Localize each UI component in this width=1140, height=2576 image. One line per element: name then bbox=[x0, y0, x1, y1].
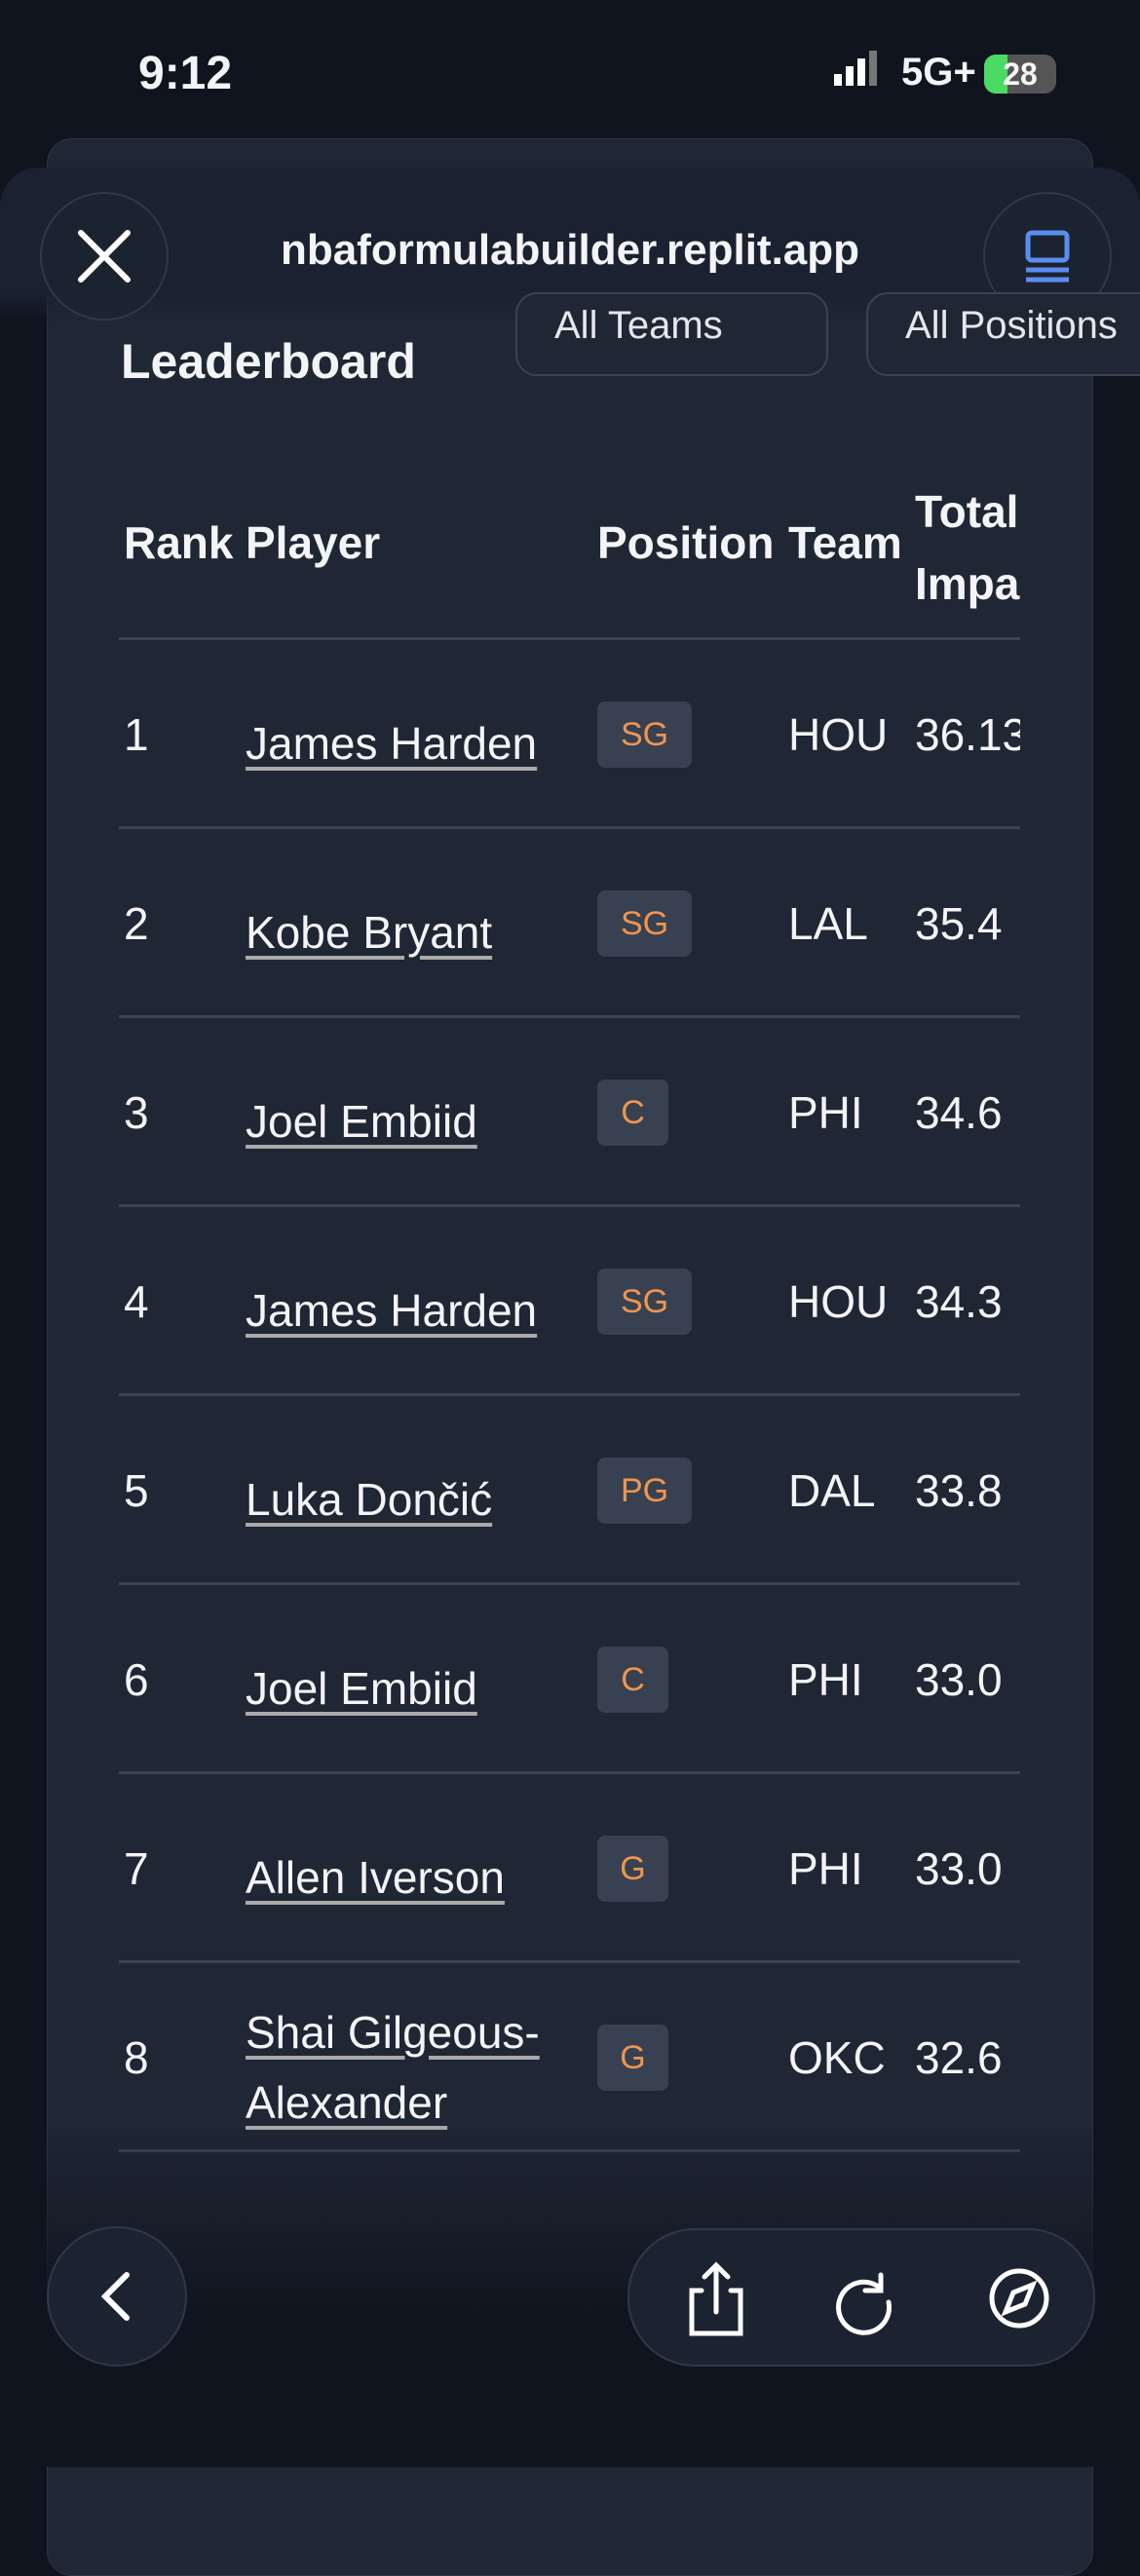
compass[interactable] bbox=[989, 2268, 1049, 2329]
row-divider bbox=[119, 1771, 1020, 1774]
rank: 8 bbox=[124, 2032, 149, 2083]
position-badge: SG bbox=[597, 701, 692, 768]
rank: 5 bbox=[124, 1465, 149, 1516]
column-header: Player bbox=[246, 517, 381, 568]
url[interactable]: nbaformulabuilder.replit.app bbox=[280, 226, 860, 274]
position-badge: G bbox=[597, 2025, 668, 2091]
team: OKC bbox=[788, 2032, 886, 2083]
player-link[interactable]: Joel Embiid bbox=[246, 1663, 477, 1714]
time: 9:12 bbox=[138, 48, 233, 99]
total-impact: 34.3 bbox=[915, 1276, 1003, 1327]
filter-dropdown[interactable]: All Teams bbox=[515, 292, 828, 376]
player-link[interactable]: Joel Embiid bbox=[246, 1096, 477, 1147]
close-button[interactable] bbox=[40, 192, 169, 321]
position-badge: PG bbox=[597, 1458, 692, 1524]
team: PHI bbox=[788, 1654, 863, 1705]
title: Leaderboard bbox=[121, 334, 416, 389]
row-divider bbox=[119, 1582, 1020, 1585]
column-header: Total Impa bbox=[915, 486, 1020, 609]
team: HOU bbox=[788, 1276, 889, 1327]
player-link[interactable]: Shai Gilgeous-Alexander bbox=[246, 2007, 540, 2128]
reload[interactable] bbox=[836, 2272, 893, 2335]
row-divider bbox=[119, 1204, 1020, 1207]
player-link[interactable]: Allen Iverson bbox=[246, 1852, 505, 1903]
rank: 2 bbox=[124, 898, 149, 949]
header-divider bbox=[119, 637, 1020, 640]
player-link[interactable]: James Harden bbox=[246, 1285, 538, 1336]
total-impact: 36.13 bbox=[915, 709, 1020, 760]
total-impact: 33.0 bbox=[915, 1654, 1003, 1705]
player-link[interactable]: Luka Dončić bbox=[246, 1474, 493, 1525]
team: HOU bbox=[788, 709, 889, 760]
back-button[interactable] bbox=[47, 2226, 187, 2367]
total-impact: 33.8 bbox=[915, 1465, 1003, 1516]
rank: 6 bbox=[124, 1654, 149, 1705]
network: 5G+ bbox=[901, 51, 976, 94]
row-divider bbox=[119, 1393, 1020, 1396]
total-impact: 33.0 bbox=[915, 1843, 1003, 1894]
position-badge: SG bbox=[597, 1269, 692, 1335]
signal bbox=[834, 51, 877, 86]
column-header: Team bbox=[788, 517, 902, 568]
position-badge: SG bbox=[597, 890, 692, 957]
rank: 1 bbox=[124, 709, 149, 760]
battery-level: 28 bbox=[1003, 57, 1038, 92]
column-header: Rank bbox=[124, 517, 234, 568]
position-badge: G bbox=[597, 1836, 668, 1902]
position-badge: C bbox=[597, 1080, 668, 1146]
rank: 4 bbox=[124, 1276, 149, 1327]
column-header: Position bbox=[597, 517, 775, 568]
total-impact: 35.4 bbox=[915, 898, 1003, 949]
player-link[interactable]: Kobe Bryant bbox=[246, 907, 493, 958]
row-divider bbox=[119, 1960, 1020, 1963]
filter-dropdown[interactable]: All Positions bbox=[866, 292, 1140, 376]
team: LAL bbox=[788, 898, 868, 949]
team: PHI bbox=[788, 1087, 863, 1138]
total-impact: 34.6 bbox=[915, 1087, 1003, 1138]
team: DAL bbox=[788, 1465, 876, 1516]
row-divider bbox=[119, 1015, 1020, 1018]
rank: 7 bbox=[124, 1843, 149, 1894]
player-link[interactable]: James Harden bbox=[246, 718, 538, 769]
battery: 28 bbox=[984, 55, 1056, 94]
row-divider bbox=[119, 826, 1020, 829]
position-badge: C bbox=[597, 1647, 668, 1713]
rank: 3 bbox=[124, 1087, 149, 1138]
toolbar bbox=[627, 2228, 1095, 2367]
page: 9:12 5G+ 28 nbaformulabuilder.replit.app… bbox=[0, 48, 1140, 2576]
total-impact: 32.6 bbox=[915, 2032, 1003, 2083]
team: PHI bbox=[788, 1843, 863, 1894]
share[interactable] bbox=[689, 2261, 743, 2336]
